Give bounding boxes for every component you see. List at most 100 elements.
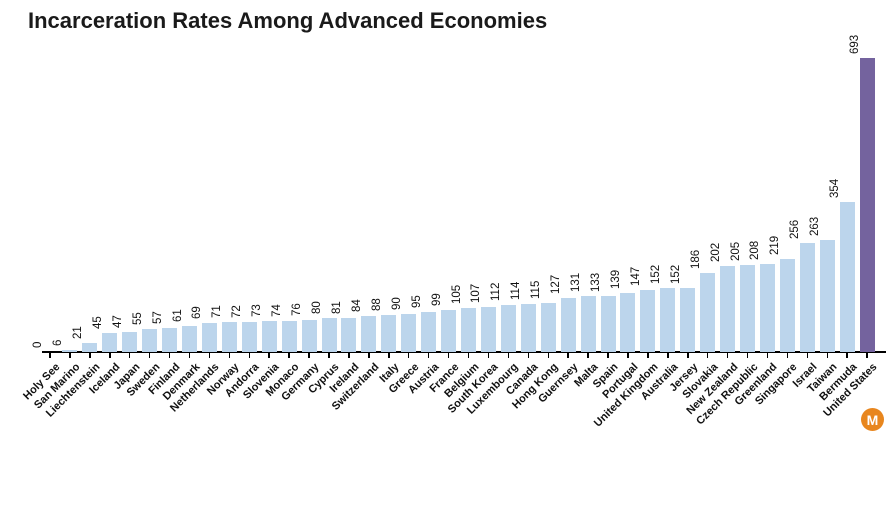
- axis-tick: [89, 352, 91, 358]
- axis-tick: [607, 352, 609, 358]
- bar-value-label: 80: [311, 301, 324, 315]
- bar-value-label: 115: [530, 280, 543, 300]
- axis-tick: [348, 352, 350, 358]
- bar-value-label: 263: [809, 217, 822, 237]
- bar-value-label: 88: [370, 297, 383, 311]
- x-axis-line: [42, 351, 886, 353]
- bar: [261, 321, 277, 352]
- axis-tick: [846, 352, 848, 358]
- bar-highlight: [859, 58, 875, 352]
- axis-tick: [687, 352, 689, 358]
- bar-value-label: 186: [689, 249, 702, 270]
- bar: [640, 289, 656, 352]
- bar-value-label: 105: [450, 284, 463, 304]
- axis-tick: [706, 352, 709, 358]
- bar: [600, 295, 616, 352]
- bar: [560, 298, 576, 352]
- bar: [819, 240, 835, 352]
- bar-value-label: 76: [291, 303, 304, 316]
- bar-value-label: 21: [71, 326, 84, 340]
- bar-value-label: 90: [390, 297, 403, 310]
- axis-tick: [328, 352, 330, 358]
- bar: [720, 266, 736, 352]
- axis-tick: [567, 352, 569, 358]
- bar-value-label: 147: [629, 266, 642, 286]
- bar-value-label: 6: [51, 339, 64, 346]
- axis-tick: [148, 352, 151, 358]
- bar-value-label: 205: [729, 241, 742, 261]
- bar: [201, 322, 217, 352]
- bar: [779, 259, 795, 352]
- axis-tick: [527, 352, 530, 358]
- bar: [142, 328, 158, 352]
- axis-tick: [726, 352, 729, 358]
- axis-tick: [447, 352, 450, 358]
- bar-value-label: 107: [470, 283, 483, 303]
- bar-value-label: 112: [490, 282, 503, 301]
- bar: [162, 327, 178, 352]
- bar-value-label: 139: [609, 269, 622, 289]
- axis-tick: [368, 352, 370, 358]
- bar: [421, 311, 437, 352]
- axis-tick: [587, 352, 589, 358]
- bar-value-label: 127: [550, 274, 563, 295]
- axis-tick: [407, 352, 410, 358]
- axis-tick: [786, 352, 789, 358]
- bar: [301, 319, 317, 352]
- bar-value-label: 55: [131, 311, 144, 325]
- bar: [341, 317, 357, 352]
- axis-tick: [507, 352, 510, 358]
- bar: [241, 321, 257, 352]
- bar-value-label: 84: [350, 299, 363, 313]
- bar-value-label: 71: [211, 305, 224, 318]
- bar-value-label: 95: [410, 294, 423, 308]
- bar-value-label: 69: [191, 305, 204, 319]
- bar: [381, 314, 397, 352]
- bar-value-label: 72: [231, 304, 244, 318]
- bar-value-label: 202: [709, 243, 722, 263]
- bar-value-label: 219: [769, 235, 782, 256]
- axis-tick: [109, 352, 111, 358]
- bar: [759, 263, 775, 352]
- bar: [441, 310, 457, 352]
- bar: [500, 304, 516, 352]
- bar: [620, 293, 636, 352]
- bar: [839, 201, 855, 352]
- bar-value-label: 57: [151, 311, 164, 324]
- axis-tick: [627, 352, 629, 358]
- axis-tick: [128, 352, 131, 358]
- bar-value-label: 74: [271, 303, 284, 317]
- axis-tick: [69, 352, 71, 358]
- bar: [401, 313, 417, 352]
- axis-tick: [467, 352, 470, 358]
- bar-value-label: 693: [849, 34, 862, 54]
- bar: [520, 303, 536, 352]
- axis-tick: [766, 352, 769, 358]
- bar-value-label: 61: [171, 309, 184, 323]
- axis-tick: [188, 352, 191, 358]
- bar-value-label: 131: [570, 273, 583, 293]
- bar: [660, 287, 676, 352]
- bar-value-label: 0: [32, 341, 44, 348]
- axis-tick: [288, 352, 290, 358]
- bar-value-label: 114: [510, 281, 523, 300]
- bar: [182, 326, 197, 352]
- bar-value-label: 133: [590, 272, 603, 292]
- axis-tick: [208, 352, 211, 358]
- bar-value-label: 354: [829, 178, 842, 198]
- bar-value-label: 45: [91, 316, 104, 329]
- bar: [540, 303, 556, 352]
- axis-tick: [49, 352, 51, 358]
- bar-value-label: 47: [111, 315, 124, 329]
- bar: [102, 332, 118, 352]
- bar: [62, 349, 78, 352]
- bar-value-label: 99: [430, 293, 443, 306]
- axis-tick: [168, 352, 171, 358]
- bar-chart: Incarceration Rates Among Advanced Econo…: [21, 8, 886, 431]
- axis-tick: [308, 352, 310, 358]
- bar-value-label: 208: [749, 240, 762, 260]
- axis-tick: [487, 352, 490, 358]
- bar: [321, 318, 337, 352]
- bar: [122, 332, 138, 352]
- bar: [480, 306, 496, 352]
